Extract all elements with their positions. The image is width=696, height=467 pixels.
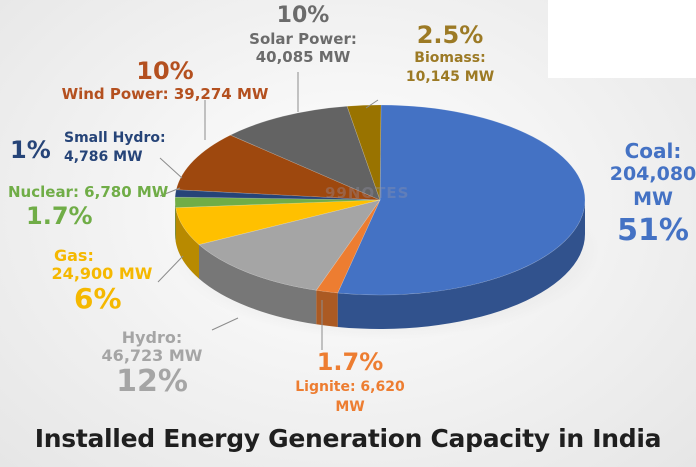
label-wind: 10% Wind Power: 39,274 MW (58, 58, 272, 103)
wind-pct: 10% (136, 57, 194, 85)
lignite-pct: 1.7% (316, 348, 384, 376)
label-lignite: 1.7% Lignite: 6,620 MW (295, 349, 405, 415)
coal-pct: 51% (617, 212, 689, 248)
pie-slice-biomass (346, 104, 382, 201)
nuclear-pct: 1.7% (26, 201, 93, 230)
leader-line-hydro (211, 317, 239, 331)
pie-slice-hydro (198, 199, 381, 291)
label-solar: 10% Solar Power: 40,085 MW (238, 3, 368, 67)
lignite-name: Lignite: 6,620 (295, 378, 405, 395)
watermark-text: 99NOTES (325, 184, 410, 202)
label-gas: Gas: 24,900 MW 6% (48, 246, 156, 315)
leader-line-biomass (365, 99, 379, 109)
pie-side-nuclear (175, 200, 176, 242)
biomass-value: 10,145 MW (405, 68, 495, 85)
leader-line-nuclear (159, 187, 181, 197)
solar-value: 40,085 MW (255, 48, 351, 67)
coal-name: Coal: (624, 139, 682, 163)
lignite-value: MW (335, 398, 365, 415)
label-hydro: Hydro: 46,723 MW 12% (92, 329, 212, 398)
biomass-pct: 2.5% (416, 21, 484, 49)
hydro-value: 46,723 MW (101, 345, 203, 365)
pie-tops (174, 104, 586, 296)
pie-slice-coal (337, 104, 586, 296)
gas-pct: 6% (74, 281, 122, 315)
chart-title: Installed Energy Generation Capacity in … (34, 424, 662, 453)
coal-value: 204,080 MW (609, 163, 696, 211)
pie-side-lignite (316, 290, 338, 327)
small-hydro-pct: 1% (10, 136, 51, 164)
label-coal: Coal: 204,080 MW 51% (608, 140, 696, 247)
hydro-name: Hydro: (121, 328, 183, 347)
corner-panel (548, 0, 696, 78)
biomass-name: Biomass: (414, 49, 486, 66)
leader-line-gas (157, 255, 184, 283)
gas-value: 24,900 MW (51, 263, 153, 283)
pie-sides (175, 200, 585, 329)
small-hydro-name: Small Hydro: (64, 130, 166, 146)
label-small-hydro: 1% Small Hydro: 4,786 MW (10, 130, 166, 165)
small-hydro-value: 4,786 MW (64, 148, 143, 165)
pie-slice-wind (175, 134, 381, 201)
leader-line-small-hydro (159, 157, 183, 179)
nuclear-name: Nuclear: 6,780 MW (8, 183, 169, 201)
label-biomass: 2.5% Biomass: 10,145 MW (398, 22, 502, 85)
pie-slice-solar (229, 105, 381, 201)
pie-side-hydro (198, 244, 317, 325)
pie-slice-gas (175, 199, 381, 245)
solar-pct: 10% (276, 3, 330, 28)
solar-name: Solar Power: (249, 29, 357, 48)
hydro-pct: 12% (116, 363, 188, 399)
pie-side-coal (337, 200, 585, 329)
pie-side-gas (175, 207, 199, 279)
pie-slice-lignite (315, 199, 381, 294)
label-nuclear: Nuclear: 6,780 MW 1.7% (8, 184, 168, 230)
leader-lines (157, 72, 379, 350)
wind-name: Wind Power: 39,274 MW (61, 84, 269, 103)
pie-slice-nuclear (174, 196, 381, 208)
gas-name: Gas: (54, 246, 94, 265)
